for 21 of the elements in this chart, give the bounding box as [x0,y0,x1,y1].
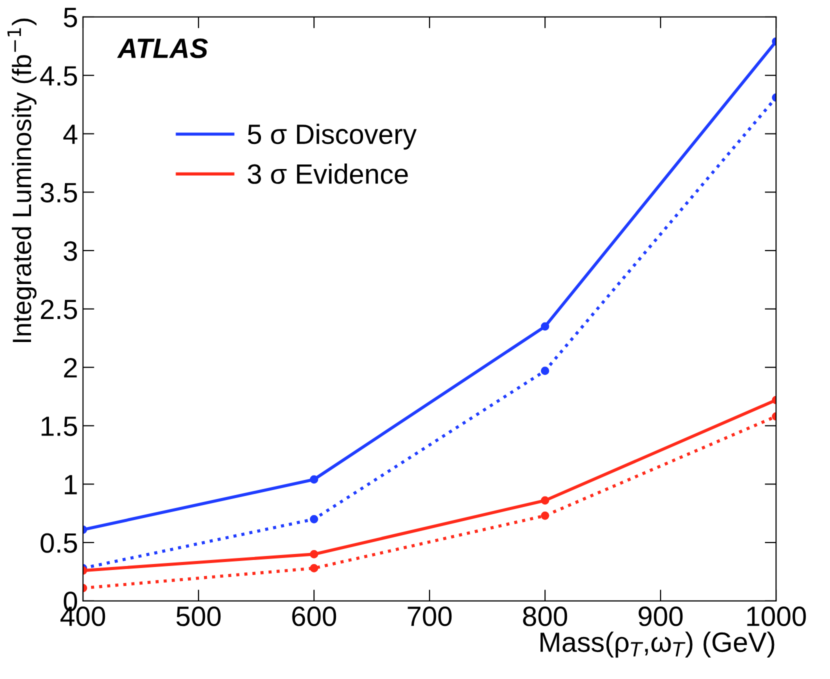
y-tick-label: 1.5 [42,416,77,436]
y-tick-label: 2 [64,358,77,378]
y-tick-label: 1 [64,475,77,494]
y-tick-label: 3.5 [40,182,77,202]
y-tick-label: 2.5 [40,300,77,320]
y-tick-label: 4 [63,124,78,144]
x-tick-label: 900 [638,606,683,626]
x-tick-label: 600 [292,606,336,626]
x-axis-title: Mass(ρ$_{T}$,ω$_{T}$) (GeV) [540,632,774,658]
x-tick-label: 700 [408,606,452,626]
annotation: ATLAS [117,38,208,58]
y-tick-label: 5 [64,8,77,28]
y-tick-label: 3 [64,241,77,261]
y-tick-label: 4.5 [40,66,77,86]
x-tick-label: 800 [523,606,568,626]
legend-label: 3 σ Evidence [248,164,408,184]
y-axis-title: Integrated Luminosity (fb$^{−1}$) [7,18,37,342]
x-tick-label: 1000 [747,606,806,626]
y-tick-label: 0.5 [40,533,77,553]
legend-label: 5 σ Discovery [248,124,417,150]
x-tick-label: 500 [176,606,221,626]
